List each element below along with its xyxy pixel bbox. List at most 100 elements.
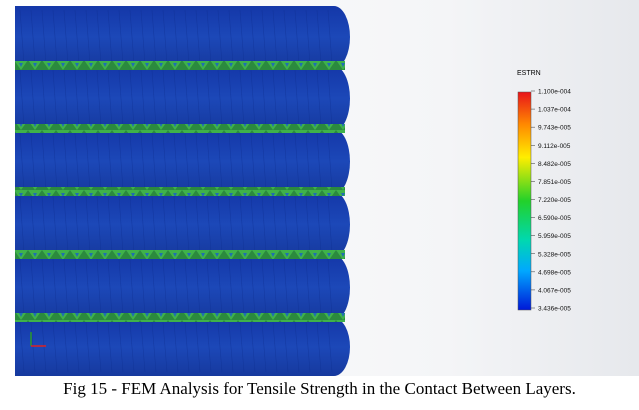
layer-texture <box>74 321 80 373</box>
layer-texture <box>195 195 201 254</box>
layer-texture <box>63 258 69 317</box>
layer-texture <box>107 9 113 65</box>
layer-texture <box>19 195 25 254</box>
layer-texture <box>118 9 124 65</box>
layer-texture <box>272 195 278 254</box>
layer-texture <box>140 69 146 128</box>
layer-texture <box>30 9 36 65</box>
layer-texture <box>85 195 91 254</box>
layer-texture <box>140 321 146 373</box>
layer-texture <box>239 132 245 191</box>
layer-texture <box>239 195 245 254</box>
layer-texture <box>173 9 179 65</box>
layer-texture <box>327 9 333 65</box>
legend-label: 4.698e-005 <box>538 269 571 276</box>
layer-texture <box>184 258 190 317</box>
layer-texture <box>261 69 267 128</box>
layer-texture <box>107 195 113 254</box>
layer-texture <box>272 258 278 317</box>
layer-texture <box>195 9 201 65</box>
layer-texture <box>162 321 168 373</box>
legend-label: 7.851e-005 <box>538 179 571 186</box>
legend-label: 5.328e-005 <box>538 251 571 258</box>
layer-seam <box>15 61 345 70</box>
layer-texture <box>41 9 47 65</box>
layer-texture <box>272 132 278 191</box>
layer-texture <box>63 321 69 373</box>
layer-texture <box>305 195 311 254</box>
layer-texture <box>140 9 146 65</box>
layer-texture <box>195 258 201 317</box>
layer-texture <box>52 258 58 317</box>
layer-texture <box>30 321 36 373</box>
layer-texture <box>228 195 234 254</box>
layer-texture <box>96 195 102 254</box>
layer-texture <box>85 69 91 128</box>
layer-texture <box>151 9 157 65</box>
layer-texture <box>272 9 278 65</box>
layer-texture <box>162 195 168 254</box>
color-bar <box>517 91 532 311</box>
layer-texture <box>206 9 212 65</box>
layer-texture <box>316 132 322 191</box>
layer-texture <box>74 195 80 254</box>
layer-texture <box>217 69 223 128</box>
layer-texture <box>85 9 91 65</box>
layer-seam <box>15 313 345 322</box>
layer-texture <box>250 9 256 65</box>
layer-texture <box>184 321 190 373</box>
layer-texture <box>52 195 58 254</box>
legend-label: 1.037e-004 <box>538 107 571 114</box>
layer-texture <box>140 132 146 191</box>
layer-texture <box>206 195 212 254</box>
layer-texture <box>19 9 25 65</box>
layer-texture <box>96 9 102 65</box>
layer-texture <box>151 69 157 128</box>
layer-texture <box>206 321 212 373</box>
layer-texture <box>184 195 190 254</box>
layer <box>15 192 350 257</box>
layer-texture <box>294 69 300 128</box>
layer-texture <box>63 195 69 254</box>
axis-triad <box>30 332 46 347</box>
layer-texture <box>283 258 289 317</box>
layer-texture <box>162 258 168 317</box>
layer-texture <box>162 9 168 65</box>
layer-texture <box>283 321 289 373</box>
layer <box>15 255 350 320</box>
layer-texture <box>184 132 190 191</box>
layer-seam <box>15 250 345 259</box>
layer-texture <box>327 321 333 373</box>
layer-texture <box>283 69 289 128</box>
layer-texture <box>195 69 201 128</box>
legend-label: 8.482e-005 <box>538 161 571 168</box>
layer-texture <box>41 258 47 317</box>
layer-texture <box>52 9 58 65</box>
layer-texture <box>173 258 179 317</box>
layer-texture <box>327 132 333 191</box>
layer-texture <box>74 258 80 317</box>
layer-texture <box>74 9 80 65</box>
layer-texture <box>19 321 25 373</box>
layer-texture <box>316 195 322 254</box>
layer-texture <box>294 9 300 65</box>
layer-texture <box>283 132 289 191</box>
layer-texture <box>129 69 135 128</box>
layer-texture <box>272 321 278 373</box>
layer-texture <box>239 321 245 373</box>
layer-texture <box>74 132 80 191</box>
layer-texture <box>129 195 135 254</box>
layer-texture <box>118 132 124 191</box>
layer-texture <box>294 132 300 191</box>
layer-texture <box>107 132 113 191</box>
layer-texture <box>228 258 234 317</box>
legend-label: 9.112e-005 <box>538 143 571 150</box>
legend-label: 4.067e-005 <box>538 287 571 294</box>
layer-texture <box>107 258 113 317</box>
legend-label: 9.743e-005 <box>538 125 571 132</box>
layer-texture <box>239 9 245 65</box>
layer <box>15 6 350 68</box>
layer-texture <box>173 321 179 373</box>
layer-texture <box>195 321 201 373</box>
layer-texture <box>195 132 201 191</box>
